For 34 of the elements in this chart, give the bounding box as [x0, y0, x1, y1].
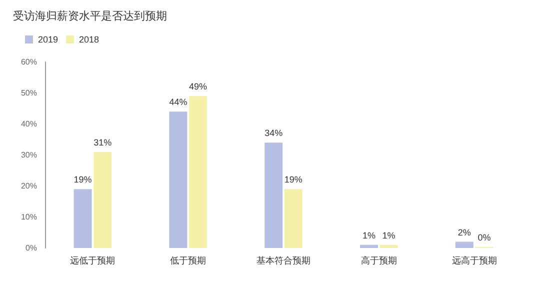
- bar: [94, 152, 112, 248]
- bar: [455, 242, 474, 248]
- data-label: 19%: [284, 174, 302, 185]
- bar: [74, 189, 92, 248]
- y-tick-label: 0%: [25, 244, 37, 252]
- bar: [169, 112, 188, 248]
- bar: [360, 244, 378, 248]
- legend-label: 2018: [79, 34, 100, 44]
- y-tick-label: 30%: [20, 150, 37, 160]
- x-tick-label: 基本符合预期: [256, 256, 310, 266]
- bar: [189, 96, 207, 248]
- y-tick-label: 50%: [20, 88, 37, 98]
- y-tick-label: 40%: [20, 120, 37, 128]
- y-tick-label: 10%: [20, 212, 37, 222]
- bar: [284, 189, 302, 248]
- data-label: 44%: [169, 97, 188, 108]
- data-label: 31%: [94, 137, 112, 148]
- x-tick-label: 高于预期: [360, 256, 397, 266]
- data-label: 19%: [74, 174, 92, 185]
- x-tick-label: 低于预期: [170, 256, 206, 266]
- data-label: 1%: [362, 230, 376, 240]
- data-label: 2%: [458, 227, 471, 238]
- data-label: 34%: [264, 128, 283, 138]
- x-tick-label: 远低于预期: [70, 256, 116, 266]
- data-label: 49%: [188, 82, 208, 92]
- bar: [264, 142, 283, 248]
- data-label: 1%: [382, 230, 396, 240]
- y-tick-label: 60%: [20, 58, 37, 66]
- y-tick-label: 20%: [20, 182, 37, 190]
- bar: [380, 244, 398, 248]
- data-label: 0%: [478, 232, 491, 242]
- legend-label: 2019: [38, 34, 58, 44]
- x-tick-label: 远高于预期: [452, 256, 497, 266]
- chart-title: 受访海归薪资水平是否达到预期: [13, 10, 167, 22]
